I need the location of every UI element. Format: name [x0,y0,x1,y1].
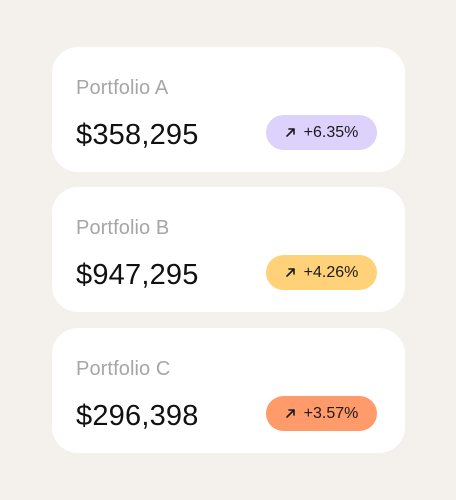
portfolio-value: $358,295 [76,119,199,151]
portfolio-value: $947,295 [76,259,199,291]
change-value: +4.26% [303,263,359,281]
portfolio-name: Portfolio C [76,358,171,380]
portfolio-name: Portfolio A [76,77,169,99]
arrow-up-right-icon [285,408,296,419]
portfolio-name: Portfolio B [76,217,170,239]
arrow-up-right-icon [285,267,296,278]
change-value: +6.35% [303,123,359,141]
portfolio-card-c[interactable]: Portfolio C $296,398 +3.57% [52,328,405,453]
portfolio-value: $296,398 [76,400,199,432]
portfolio-card-b[interactable]: Portfolio B $947,295 +4.26% [52,187,405,312]
change-value: +3.57% [303,404,359,422]
change-badge: +3.57% [266,396,377,431]
change-badge: +4.26% [266,255,377,290]
arrow-up-right-icon [285,127,296,138]
portfolio-card-a[interactable]: Portfolio A $358,295 +6.35% [52,47,405,172]
change-badge: +6.35% [266,115,377,150]
